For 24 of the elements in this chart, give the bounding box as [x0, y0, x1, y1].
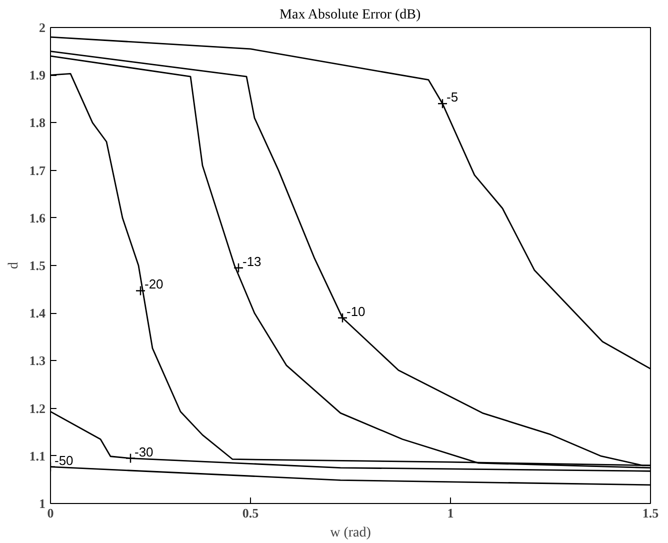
y-tick-label: 1.8 — [29, 115, 46, 130]
y-axis-title: d — [6, 262, 22, 269]
annotation: -5 — [446, 90, 458, 105]
annotation: -10 — [346, 304, 366, 319]
y-tick-label: 1.4 — [29, 306, 46, 321]
annotation: -30 — [134, 444, 154, 460]
y-tick-label: 1.1 — [29, 448, 46, 464]
y-tick-label: 1.3 — [29, 353, 46, 368]
y-tick-label: 1.9 — [29, 68, 46, 83]
x-tick-label: 0.5 — [242, 506, 260, 520]
annotation: -20 — [144, 276, 164, 292]
y-tick-label: 1.5 — [29, 258, 46, 273]
x-axis-title: w (rad) — [330, 526, 372, 540]
y-tick-label: 2 — [39, 20, 46, 35]
x-tick-label: 0 — [47, 506, 54, 520]
chart-title: Max Absolute Error (dB) — [280, 8, 422, 22]
y-tick-label: 1.2 — [29, 400, 46, 416]
x-tick-label: 1.5 — [642, 506, 660, 520]
x-tick-label: 1 — [447, 506, 454, 520]
y-tick-label: 1 — [39, 496, 46, 511]
y-tick-label: 1.6 — [29, 210, 46, 226]
annotation: -13 — [242, 254, 262, 269]
y-tick-label: 1.7 — [29, 162, 46, 178]
annotation: -50 — [54, 452, 74, 468]
